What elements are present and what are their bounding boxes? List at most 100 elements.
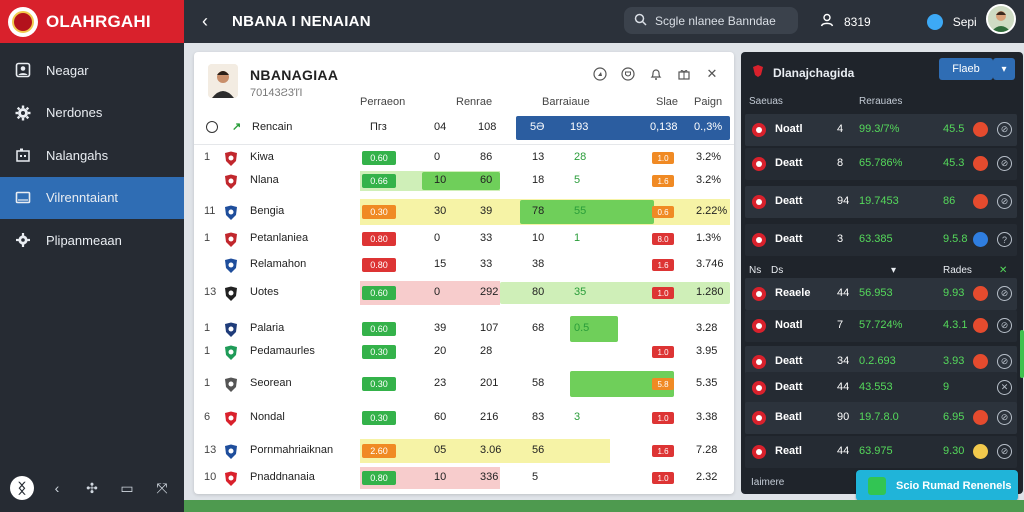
cell-a: 30 xyxy=(434,205,447,217)
fixture-team: Deatt xyxy=(775,157,803,169)
cell-b: 107 xyxy=(480,322,499,334)
avatar[interactable] xyxy=(986,4,1016,34)
cell-c: 18 xyxy=(532,174,545,186)
team-header: NBANAGIAA 70143Ƨ3ΊΊ xyxy=(208,64,338,99)
brand-name: OLAHRGAHI xyxy=(46,11,151,31)
sidebar-item-0[interactable]: Neagar xyxy=(0,49,184,91)
fixture-score: 4.3.1 xyxy=(943,319,968,331)
column-header[interactable]: Barraiaue xyxy=(542,96,590,108)
panel-subheader-label: Ds xyxy=(771,265,784,276)
cell-c: 56 xyxy=(532,444,545,456)
row-position: 13 xyxy=(204,444,217,456)
chevron-down-icon[interactable]: ▾ xyxy=(993,58,1015,80)
score-tag: 1.0 xyxy=(652,287,674,299)
sidebar-item-4[interactable]: Plipanmeaan xyxy=(0,219,184,261)
row-action-icon[interactable]: ⊘ xyxy=(997,194,1012,209)
table-row[interactable]: Relamahon 0.80 15 33 38 1.6 3.746 xyxy=(194,254,734,276)
sidebar-nav: Neagar Nerdones Nalangahs Vilrenntaiant … xyxy=(0,49,184,261)
brand-bar[interactable]: OLAHRGAHI xyxy=(0,0,184,43)
team-crest-icon xyxy=(751,286,767,302)
percent-cell: 7.28 xyxy=(696,444,718,456)
summary-row[interactable]: ↗ Rencain Пгз 04 108 5Ə 193 0,138 0.,3% xyxy=(194,116,734,140)
summary-h1: 5Ə xyxy=(530,121,545,133)
sidebar-item-label: Nerdones xyxy=(46,105,103,120)
row-position: 1 xyxy=(204,322,211,334)
user-label[interactable]: Sepi xyxy=(952,14,977,29)
fixture-value: 0.2.693 xyxy=(859,355,896,367)
close-icon[interactable]: ✕ xyxy=(706,66,718,81)
column-header[interactable]: Perraeon xyxy=(360,96,406,108)
row-action-icon[interactable]: ⊘ xyxy=(997,354,1012,369)
globe-icon[interactable] xyxy=(926,13,943,30)
fixture-team: Deatt xyxy=(775,355,803,367)
shuffle-icon[interactable]: ✣ xyxy=(86,479,98,496)
percent-cell: 1.280 xyxy=(696,286,724,298)
score-tag: 1.0 xyxy=(652,412,674,424)
team-crest-icon xyxy=(223,377,239,393)
summary-c1: Пгз xyxy=(370,121,387,133)
bell-icon[interactable] xyxy=(648,66,664,82)
chevron-left-icon[interactable]: ‹ xyxy=(54,480,60,496)
search-input[interactable]: Scgle nlanee Banndae xyxy=(624,7,798,34)
row-action-icon[interactable]: ⊘ xyxy=(997,444,1012,459)
page-title: NBANA I NENAIAN xyxy=(232,13,371,30)
row-action-icon[interactable]: ⊘ xyxy=(997,410,1012,425)
table-row[interactable]: 6 Nondal 0.30 60 216 83 3 1.0 3.38 xyxy=(194,403,734,433)
table-row[interactable]: 1 Kiwa 0.60 0 86 13 28 1.0 3.2% xyxy=(194,148,734,168)
sidebar-item-1[interactable]: Nerdones xyxy=(0,92,184,134)
cell-a: 20 xyxy=(434,345,447,357)
fixture-row[interactable]: Reaele 44 56.953 9.93 ⊘ xyxy=(745,278,1017,310)
row-action-icon[interactable]: ⊘ xyxy=(997,286,1012,301)
table-row[interactable]: 1 Pedamaurles 0.30 20 28 1.0 3.95 xyxy=(194,341,734,363)
cta-button[interactable]: Scio Rumad Renenels xyxy=(856,470,1018,501)
panel-action-button[interactable]: Flaeb xyxy=(939,58,993,80)
scrollbar-thumb[interactable] xyxy=(1020,330,1024,378)
row-action-icon[interactable]: ⊘ xyxy=(997,318,1012,333)
gift-icon[interactable] xyxy=(676,66,692,82)
cell-b: 33 xyxy=(480,232,493,244)
team-name-cell: Pnaddnanaia xyxy=(250,471,315,483)
team-name-cell: Kiwa xyxy=(250,151,274,163)
sidebar-item-2[interactable]: Nalangahs xyxy=(0,134,184,176)
fixture-row[interactable]: Beatl 90 19.7.8.0 6.95 ⊘ xyxy=(745,402,1017,434)
table-row[interactable]: Nlana 0.66 10 60 18 5 1.6 3.2% xyxy=(194,170,734,192)
fixture-points: 44 xyxy=(837,445,850,457)
column-header[interactable]: Slae xyxy=(656,96,679,108)
expand-icon[interactable]: ⤧ xyxy=(156,479,168,496)
row-action-icon[interactable]: ⊘ xyxy=(997,122,1012,137)
back-arrow-icon[interactable]: ‹ xyxy=(202,11,208,31)
fixture-row[interactable]: Deatt 8 65.786% 45.3 ⊘ xyxy=(745,148,1017,180)
row-action-icon[interactable]: ⊘ xyxy=(997,156,1012,171)
row-position: 1 xyxy=(204,345,211,357)
compass-icon[interactable] xyxy=(592,66,608,82)
table-row[interactable]: 11 Bengia 0.30 30 39 78 55 0.6 2.22% xyxy=(194,198,734,226)
table-row[interactable]: 1 Seorean 0.30 23 201 58 5.8 5.35 xyxy=(194,369,734,399)
column-header[interactable]: Renrae xyxy=(456,96,493,108)
key-icon[interactable]: ᛝ xyxy=(10,476,34,500)
window-icon[interactable]: ▭ xyxy=(120,479,134,496)
fixture-row[interactable]: Reatl 44 63.975 9.30 ⊘ xyxy=(745,436,1017,468)
fixture-row[interactable]: Deatt 44 43.553 9 ✕ xyxy=(745,372,1017,404)
table-row[interactable]: 1 Palaria 0.60 39 107 68 0.5 3.28 xyxy=(194,314,734,344)
column-header[interactable]: Paign xyxy=(694,96,723,108)
cell-c: 38 xyxy=(532,258,545,270)
shuffle-icon[interactable]: ✕ xyxy=(999,265,1008,276)
table-row[interactable]: 10 Pnaddnanaia 0.80 10 336 5 1.0 2.32 xyxy=(194,466,734,490)
fixture-row[interactable]: Noatl 7 57.724% 4.3.1 ⊘ xyxy=(745,310,1017,342)
table-row[interactable]: 13 Uotes 0.60 0 292 80 35 1.0 1.280 xyxy=(194,280,734,306)
table-row[interactable]: 13 Pornmahriaiknan 2.60 05 3.06 56 1.6 7.28 xyxy=(194,438,734,464)
fixture-row[interactable]: Noatl 4 99.3/7% 45.5 ⊘ xyxy=(745,114,1017,146)
sidebar-item-3[interactable]: Vilrenntaiant xyxy=(0,176,184,219)
form-pill: 0.60 xyxy=(362,286,396,300)
person-icon[interactable] xyxy=(820,13,834,30)
row-action-icon[interactable]: ? xyxy=(997,232,1012,247)
score-tag: 1.6 xyxy=(652,259,674,271)
team-name-cell: Bengia xyxy=(250,205,285,217)
table-row[interactable]: 1 Petanlaniea 0.80 0 33 10 1 8.0 1.3% xyxy=(194,228,734,250)
shield-icon[interactable] xyxy=(620,66,636,82)
fixture-row[interactable]: Deatt 3 63.385 9.5.8? xyxy=(745,224,1017,256)
chevron-down-icon[interactable]: ▾ xyxy=(891,265,897,276)
percent-cell: 2.32 xyxy=(696,471,718,483)
fixture-row[interactable]: Deatt 94 19.7453 86 ⊘ xyxy=(745,186,1017,218)
row-action-icon[interactable]: ✕ xyxy=(997,380,1012,395)
